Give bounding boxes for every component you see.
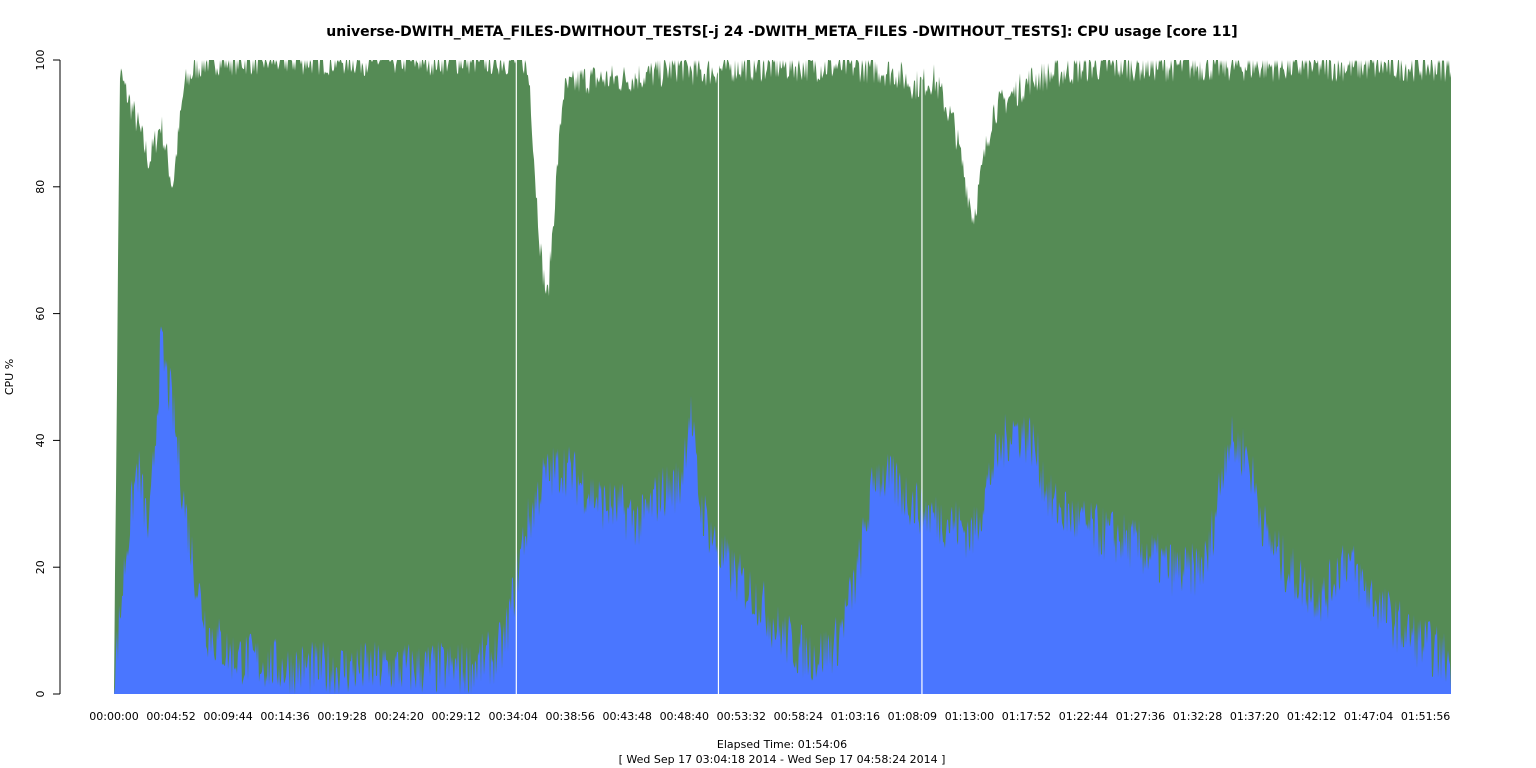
x-tick-label: 01:13:00 xyxy=(945,710,994,723)
y-tick-label: 0 xyxy=(34,691,47,698)
x-axis-date-range: [ Wed Sep 17 03:04:18 2014 - Wed Sep 17 … xyxy=(619,753,946,766)
x-tick-label: 01:47:04 xyxy=(1344,710,1393,723)
x-tick-label: 00:38:56 xyxy=(546,710,595,723)
x-tick-label: 00:19:28 xyxy=(317,710,366,723)
x-tick-label: 01:08:09 xyxy=(888,710,937,723)
x-tick-label: 01:42:12 xyxy=(1287,710,1336,723)
x-tick-label: 00:43:48 xyxy=(603,710,652,723)
x-tick-label: 00:00:00 xyxy=(89,710,138,723)
series-blue-area xyxy=(114,326,1451,694)
gap-lines xyxy=(515,60,923,694)
x-tick-label: 01:32:28 xyxy=(1173,710,1222,723)
x-tick-label: 01:17:52 xyxy=(1002,710,1051,723)
plot-area xyxy=(114,60,1451,694)
y-tick-label: 60 xyxy=(34,307,47,321)
x-tick-label: 00:34:04 xyxy=(488,710,537,723)
series-green-area xyxy=(114,60,1451,694)
x-tick-label: 00:24:20 xyxy=(374,710,423,723)
x-tick-label: 01:51:56 xyxy=(1401,710,1450,723)
x-tick-label: 00:09:44 xyxy=(203,710,252,723)
x-tick-label: 01:37:20 xyxy=(1230,710,1279,723)
x-tick-label: 00:04:52 xyxy=(146,710,195,723)
chart-title: universe-DWITH_META_FILES-DWITHOUT_TESTS… xyxy=(326,24,1237,40)
x-tick-label: 00:29:12 xyxy=(431,710,480,723)
y-tick-label: 80 xyxy=(34,180,47,194)
y-tick-label: 100 xyxy=(34,50,47,71)
y-tick-label: 40 xyxy=(34,433,47,447)
x-tick-label: 00:14:36 xyxy=(260,710,309,723)
x-tick-label: 00:58:24 xyxy=(774,710,823,723)
x-axis: 00:00:00 00:04:52 00:09:44 00:14:36 00:19:28… xyxy=(89,710,1450,723)
x-tick-label: 01:03:16 xyxy=(831,710,880,723)
x-axis-label: Elapsed Time: 01:54:06 xyxy=(717,738,847,751)
x-tick-label: 01:22:44 xyxy=(1059,710,1108,723)
x-tick-label: 00:48:40 xyxy=(660,710,709,723)
y-axis: 0 20 40 60 80 100 xyxy=(34,50,61,698)
y-tick-label: 20 xyxy=(34,560,47,574)
x-tick-label: 00:53:32 xyxy=(717,710,766,723)
x-tick-label: 01:27:36 xyxy=(1116,710,1165,723)
y-axis-label: CPU % xyxy=(3,359,16,395)
